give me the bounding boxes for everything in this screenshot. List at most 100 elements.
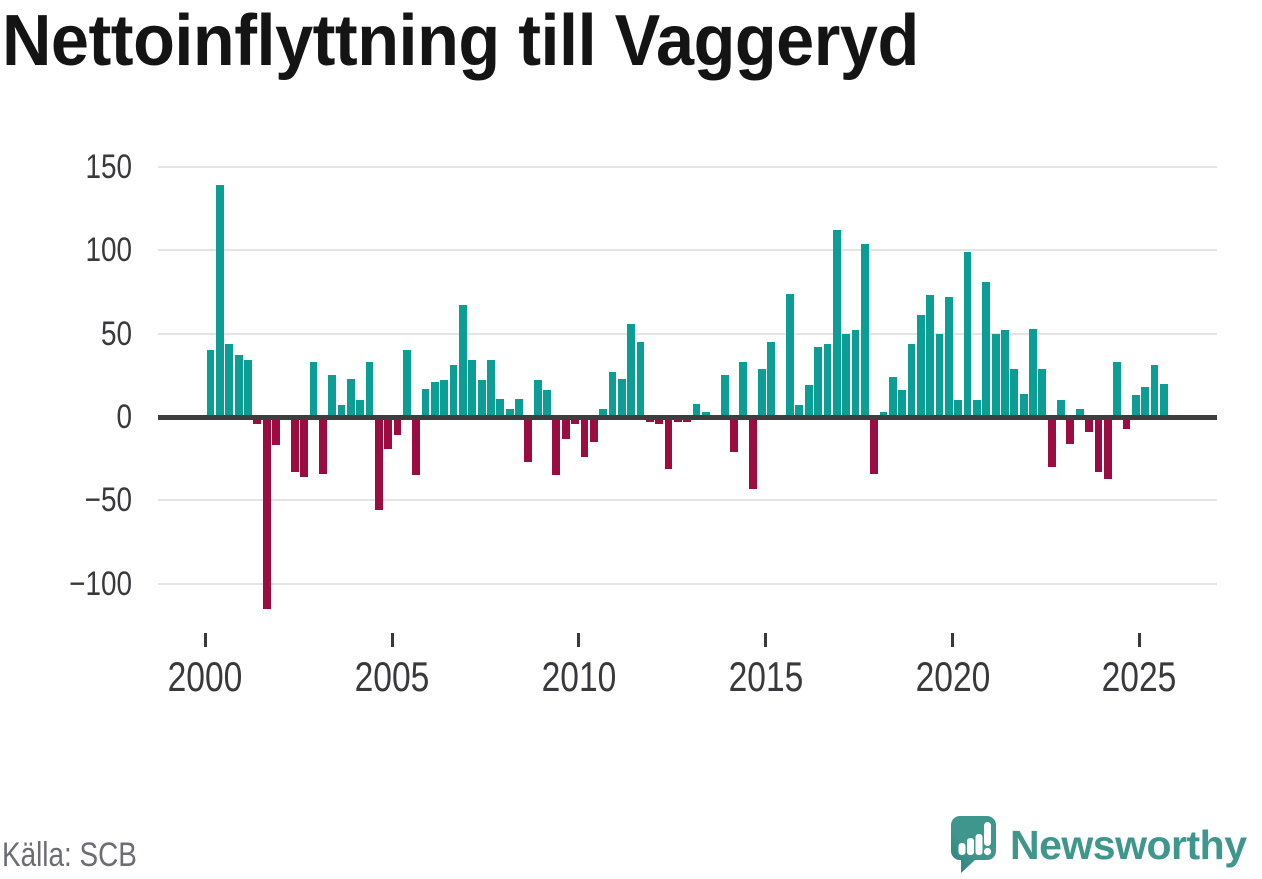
y-axis-tick-label: −100 [69,564,132,603]
bar-2021K4 [1019,393,1028,417]
bar-2008K4 [533,380,542,417]
bar-2014K2 [739,361,748,417]
bar-2005K3 [412,417,421,476]
bar-2011K3 [636,341,645,417]
bar-2016K2 [814,346,822,417]
x-axis-tick [764,633,768,647]
bar-2010K3 [599,408,607,417]
bar-2015K4 [795,405,804,417]
bar-2011K4 [645,417,654,422]
x-axis-tick [203,633,207,647]
bar-2004K4 [384,417,393,449]
x-axis-tick-label: 2010 [541,653,617,700]
bar-2009K3 [561,417,570,439]
y-axis-tick-label: −50 [84,481,132,520]
x-axis-tick [390,633,394,647]
bar-2001K1 [244,360,252,417]
bar-2000K4 [234,355,243,417]
bar-2025K2 [1150,365,1159,417]
bar-2014K4 [758,368,766,417]
bar-2000K1 [206,350,215,417]
bar-2008K3 [524,417,533,462]
bar-2016K3 [823,343,832,417]
bar-2017K3 [860,243,869,417]
bar-2019K2 [926,295,935,417]
bar-2025K1 [1141,386,1150,417]
bar-2008K1 [505,408,514,417]
bar-2020K1 [954,400,963,417]
bar-2012K2 [664,417,673,469]
x-axis-tick [1137,633,1141,647]
bar-2006K4 [459,305,467,417]
bar-2006K2 [440,380,449,417]
source-note: Källa: SCB [2,836,137,874]
bar-2001K2 [253,417,262,424]
bar-2000K2 [216,185,224,417]
bar-2003K1 [318,417,327,474]
bar-2018K3 [898,390,907,417]
bar-2012K1 [655,417,664,424]
y-axis-tick-label: 0 [116,398,132,436]
bar-2020K3 [973,400,981,417]
chart-title: Nettoinflyttning till Vaggeryd [2,1,919,81]
x-axis-tick-label: 2015 [728,653,804,700]
bar-2013K1 [692,403,701,417]
bar-2021K1 [991,333,1000,417]
bar-2019K1 [916,315,925,417]
bar-2006K3 [449,365,458,417]
x-axis-tick [577,633,581,647]
bar-2022K2 [1038,368,1047,417]
bar-2002K3 [300,417,308,477]
bar-2017K4 [870,417,879,474]
bar-2002K4 [309,361,318,417]
bar-2007K3 [487,360,495,417]
bar-2025K3 [1159,383,1168,417]
x-axis-tick-label: 2000 [167,653,243,700]
x-axis-tick [951,633,954,647]
bar-2013K2 [702,411,710,417]
bar-2004K2 [365,361,374,417]
bar-2009K4 [571,417,579,424]
bar-2022K1 [1029,328,1037,417]
bar-2003K3 [337,405,346,417]
bar-2023K2 [1075,408,1084,417]
bar-2021K3 [1010,368,1019,417]
bar-2023K3 [1085,417,1093,432]
bar-2012K3 [673,417,682,422]
bar-2024K1 [1103,417,1112,479]
bar-2010K4 [608,371,617,417]
bar-2009K2 [552,417,561,476]
bar-2014K3 [748,417,757,489]
y-axis-tick-label: 100 [85,231,132,270]
newsworthy-wordmark: Newsworthy [1010,821,1247,868]
bar-2021K2 [1001,330,1009,417]
y-axis-tick-label: 150 [85,147,132,186]
bar-2000K3 [225,343,234,417]
y-axis-tick-label: 50 [100,314,132,353]
bar-2018K2 [888,376,897,417]
bar-2022K4 [1057,400,1065,417]
bar-2017K2 [851,330,860,417]
bar-2016K1 [804,385,813,417]
bar-2022K3 [1047,417,1056,467]
bar-2001K3 [262,417,271,609]
bar-2011K2 [627,323,636,417]
bar-2024K2 [1113,361,1122,417]
newsworthy-bubble-chart-icon [950,816,997,874]
gridline-150 [158,165,1217,168]
bar-2018K1 [879,411,888,417]
bar-2010K2 [589,417,598,442]
bar-2015K1 [767,341,776,417]
bar-2019K3 [935,333,944,417]
bar-2001K4 [272,417,280,446]
bar-2023K1 [1066,417,1075,444]
gridline-100 [158,249,1217,252]
bar-2014K1 [730,417,738,452]
bar-2010K1 [580,417,589,457]
bar-2008K2 [515,398,523,417]
bar-2020K2 [963,251,972,417]
gridline--100 [158,582,1217,585]
bar-2009K1 [543,390,551,417]
bar-2003K2 [328,375,336,417]
bar-2013K4 [720,375,729,417]
